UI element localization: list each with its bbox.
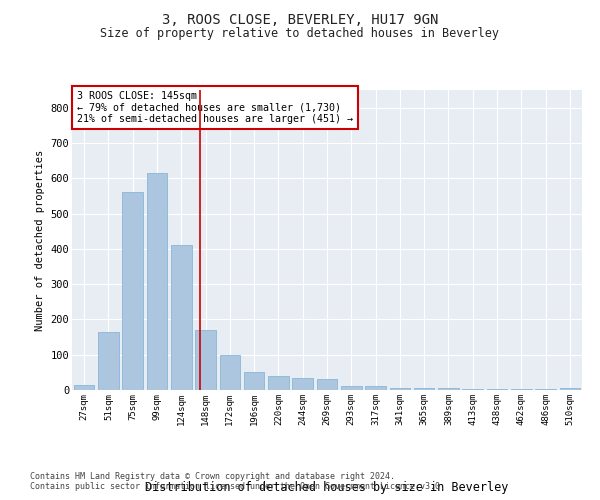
Bar xyxy=(365,386,386,390)
Bar xyxy=(511,388,532,390)
Bar xyxy=(195,330,216,390)
Bar xyxy=(268,376,289,390)
Text: 3 ROOS CLOSE: 145sqm
← 79% of detached houses are smaller (1,730)
21% of semi-de: 3 ROOS CLOSE: 145sqm ← 79% of detached h… xyxy=(77,90,353,124)
X-axis label: Distribution of detached houses by size in Beverley: Distribution of detached houses by size … xyxy=(145,480,509,494)
Bar xyxy=(171,246,191,390)
Bar xyxy=(146,173,167,390)
Bar xyxy=(438,388,459,390)
Bar xyxy=(244,372,265,390)
Bar xyxy=(535,388,556,390)
Bar xyxy=(122,192,143,390)
Text: Contains HM Land Registry data © Crown copyright and database right 2024.: Contains HM Land Registry data © Crown c… xyxy=(30,472,395,481)
Bar xyxy=(341,386,362,390)
Text: 3, ROOS CLOSE, BEVERLEY, HU17 9GN: 3, ROOS CLOSE, BEVERLEY, HU17 9GN xyxy=(162,12,438,26)
Bar xyxy=(463,388,483,390)
Bar xyxy=(560,388,580,390)
Y-axis label: Number of detached properties: Number of detached properties xyxy=(35,150,45,330)
Bar xyxy=(220,354,240,390)
Text: Size of property relative to detached houses in Beverley: Size of property relative to detached ho… xyxy=(101,28,499,40)
Bar xyxy=(98,332,119,390)
Bar xyxy=(74,384,94,390)
Bar xyxy=(487,388,508,390)
Text: Contains public sector information licensed under the Open Government Licence v3: Contains public sector information licen… xyxy=(30,482,445,491)
Bar xyxy=(317,380,337,390)
Bar xyxy=(389,388,410,390)
Bar xyxy=(414,388,434,390)
Bar xyxy=(292,378,313,390)
